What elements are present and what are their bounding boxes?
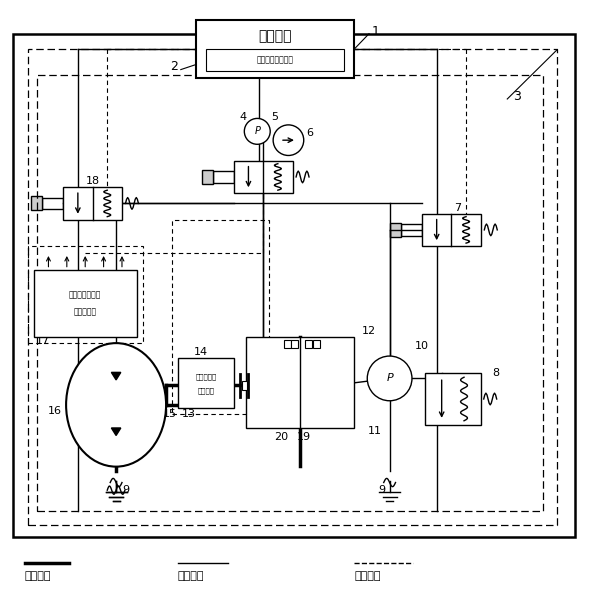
Text: 19: 19 <box>297 432 311 443</box>
Circle shape <box>244 118 270 144</box>
Bar <box>401 224 422 236</box>
Text: 10: 10 <box>415 341 429 351</box>
Circle shape <box>367 356 412 401</box>
Bar <box>313 340 320 348</box>
Bar <box>425 373 481 425</box>
Text: 机械连接: 机械连接 <box>25 571 51 581</box>
Bar <box>28 49 557 526</box>
Bar <box>63 187 122 219</box>
Text: 2: 2 <box>170 60 178 73</box>
Bar <box>284 340 291 348</box>
Bar <box>233 161 293 193</box>
Text: 9: 9 <box>378 485 385 495</box>
Text: 控制连接: 控制连接 <box>355 571 381 581</box>
Text: 离合器信号: 离合器信号 <box>195 374 216 380</box>
Text: 放大电路: 放大电路 <box>197 387 215 393</box>
Text: 13: 13 <box>181 408 196 419</box>
Text: 16: 16 <box>47 406 61 416</box>
Bar <box>172 219 269 414</box>
Bar <box>13 34 575 537</box>
Bar <box>34 270 137 337</box>
Text: 油路连接: 油路连接 <box>178 571 204 581</box>
Bar <box>196 20 355 78</box>
Bar <box>245 337 355 428</box>
Text: 液压系统总控制器: 液压系统总控制器 <box>256 56 293 65</box>
Text: 1: 1 <box>372 25 380 38</box>
Text: 14: 14 <box>194 347 209 357</box>
Text: 5: 5 <box>271 112 278 121</box>
Polygon shape <box>111 373 121 380</box>
Text: 12: 12 <box>362 327 376 336</box>
Text: P: P <box>387 373 393 383</box>
Bar <box>422 213 481 246</box>
Ellipse shape <box>66 343 166 466</box>
Text: 8: 8 <box>492 368 499 377</box>
Bar <box>202 170 213 184</box>
Bar <box>42 198 63 209</box>
Bar <box>31 196 42 210</box>
Bar <box>291 340 298 348</box>
Text: 7: 7 <box>454 203 461 213</box>
Text: P: P <box>254 126 260 136</box>
Text: 系统控制器: 系统控制器 <box>74 307 97 316</box>
Bar <box>206 49 344 71</box>
Circle shape <box>273 125 304 155</box>
Text: 6: 6 <box>307 128 314 138</box>
Text: 15: 15 <box>163 408 177 419</box>
Bar <box>390 223 401 237</box>
Bar <box>242 380 246 390</box>
Bar <box>37 75 543 511</box>
Bar <box>213 171 233 182</box>
Text: 液压飞轮蓄能器: 液压飞轮蓄能器 <box>69 291 102 300</box>
Text: 11: 11 <box>368 426 382 437</box>
Text: 9: 9 <box>122 485 129 495</box>
Text: 液压系统: 液压系统 <box>258 29 292 43</box>
Text: 4: 4 <box>239 112 246 121</box>
Polygon shape <box>111 428 121 435</box>
Bar <box>178 358 233 408</box>
Text: 17: 17 <box>35 336 50 346</box>
Bar <box>28 246 142 343</box>
Text: 3: 3 <box>513 90 521 103</box>
Text: 18: 18 <box>86 176 100 187</box>
Bar <box>306 340 313 348</box>
Text: 20: 20 <box>274 432 288 443</box>
